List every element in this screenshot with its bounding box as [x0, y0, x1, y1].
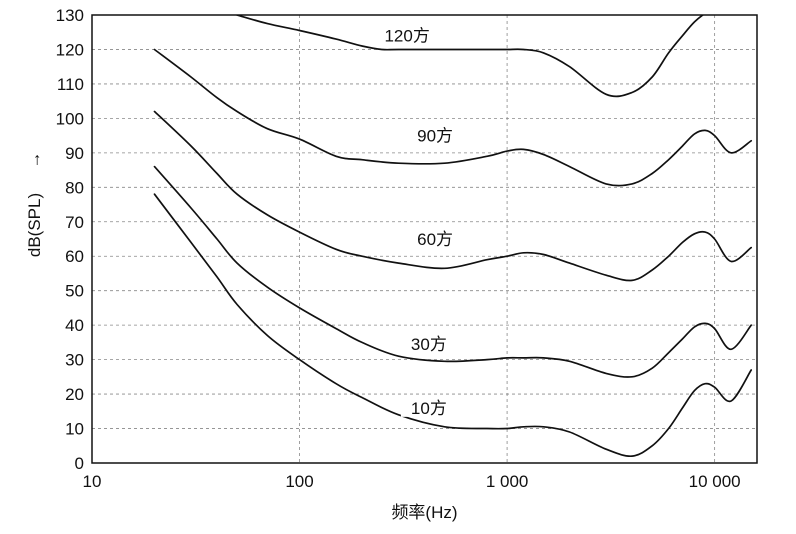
- curve-label-4: 10方: [411, 399, 447, 418]
- y-tick-130: 130: [56, 6, 84, 25]
- x-tick-1000: 1 000: [486, 472, 529, 491]
- x-axis-label: 频率(Hz): [391, 503, 457, 522]
- y-tick-70: 70: [65, 213, 84, 232]
- curve-90方: [153, 48, 753, 187]
- x-tick-10000: 10 000: [689, 472, 741, 491]
- plot-frame: [91, 14, 758, 464]
- y-tick-100: 100: [56, 109, 84, 128]
- curve-label-2: 60方: [417, 230, 453, 249]
- curve-60方: [153, 110, 753, 282]
- curve-label-group-1: 90方: [407, 124, 464, 146]
- curve-label-bg-0: [379, 24, 436, 45]
- y-tick-60: 60: [65, 247, 84, 266]
- y-tick-80: 80: [65, 178, 84, 197]
- curve-120方: [236, 15, 705, 98]
- curve-label-group-0: 120方: [379, 24, 436, 46]
- curve-label-bg-1: [407, 124, 464, 145]
- y-tick-40: 40: [65, 316, 84, 335]
- y-axis-label: dB(SPL): [25, 193, 44, 257]
- y-axis-label-group: dB(SPL) →: [25, 152, 44, 258]
- y-tick-50: 50: [65, 282, 84, 301]
- curve-label-group-3: 30方: [400, 333, 457, 354]
- curve-label-0: 120方: [384, 27, 429, 46]
- x-tick-100: 100: [285, 472, 313, 491]
- curve-10方: [153, 193, 753, 457]
- y-tick-30: 30: [65, 351, 84, 370]
- curve-label-bg-3: [400, 333, 457, 354]
- curve-30方: [153, 165, 753, 378]
- y-tick-0: 0: [75, 454, 84, 473]
- y-tick-20: 20: [65, 385, 84, 404]
- curve-label-bg-2: [407, 228, 464, 248]
- x-tick-10: 10: [83, 472, 102, 491]
- y-tick-90: 90: [65, 144, 84, 163]
- curve-label-1: 90方: [417, 127, 453, 146]
- curve-label-group-4: 10方: [400, 396, 457, 418]
- curve-label-3: 30方: [411, 335, 447, 354]
- grid-lines: [92, 15, 757, 463]
- curve-label-bg-4: [400, 396, 457, 417]
- curve-labels: 120方 90方 60方 30方 10方: [379, 24, 464, 418]
- y-tick-10: 10: [65, 420, 84, 439]
- y-tick-120: 120: [56, 40, 84, 59]
- curve-label-group-2: 60方: [407, 228, 464, 249]
- y-axis-arrow: →: [25, 152, 44, 169]
- y-tick-110: 110: [57, 75, 84, 94]
- curves: [153, 15, 753, 457]
